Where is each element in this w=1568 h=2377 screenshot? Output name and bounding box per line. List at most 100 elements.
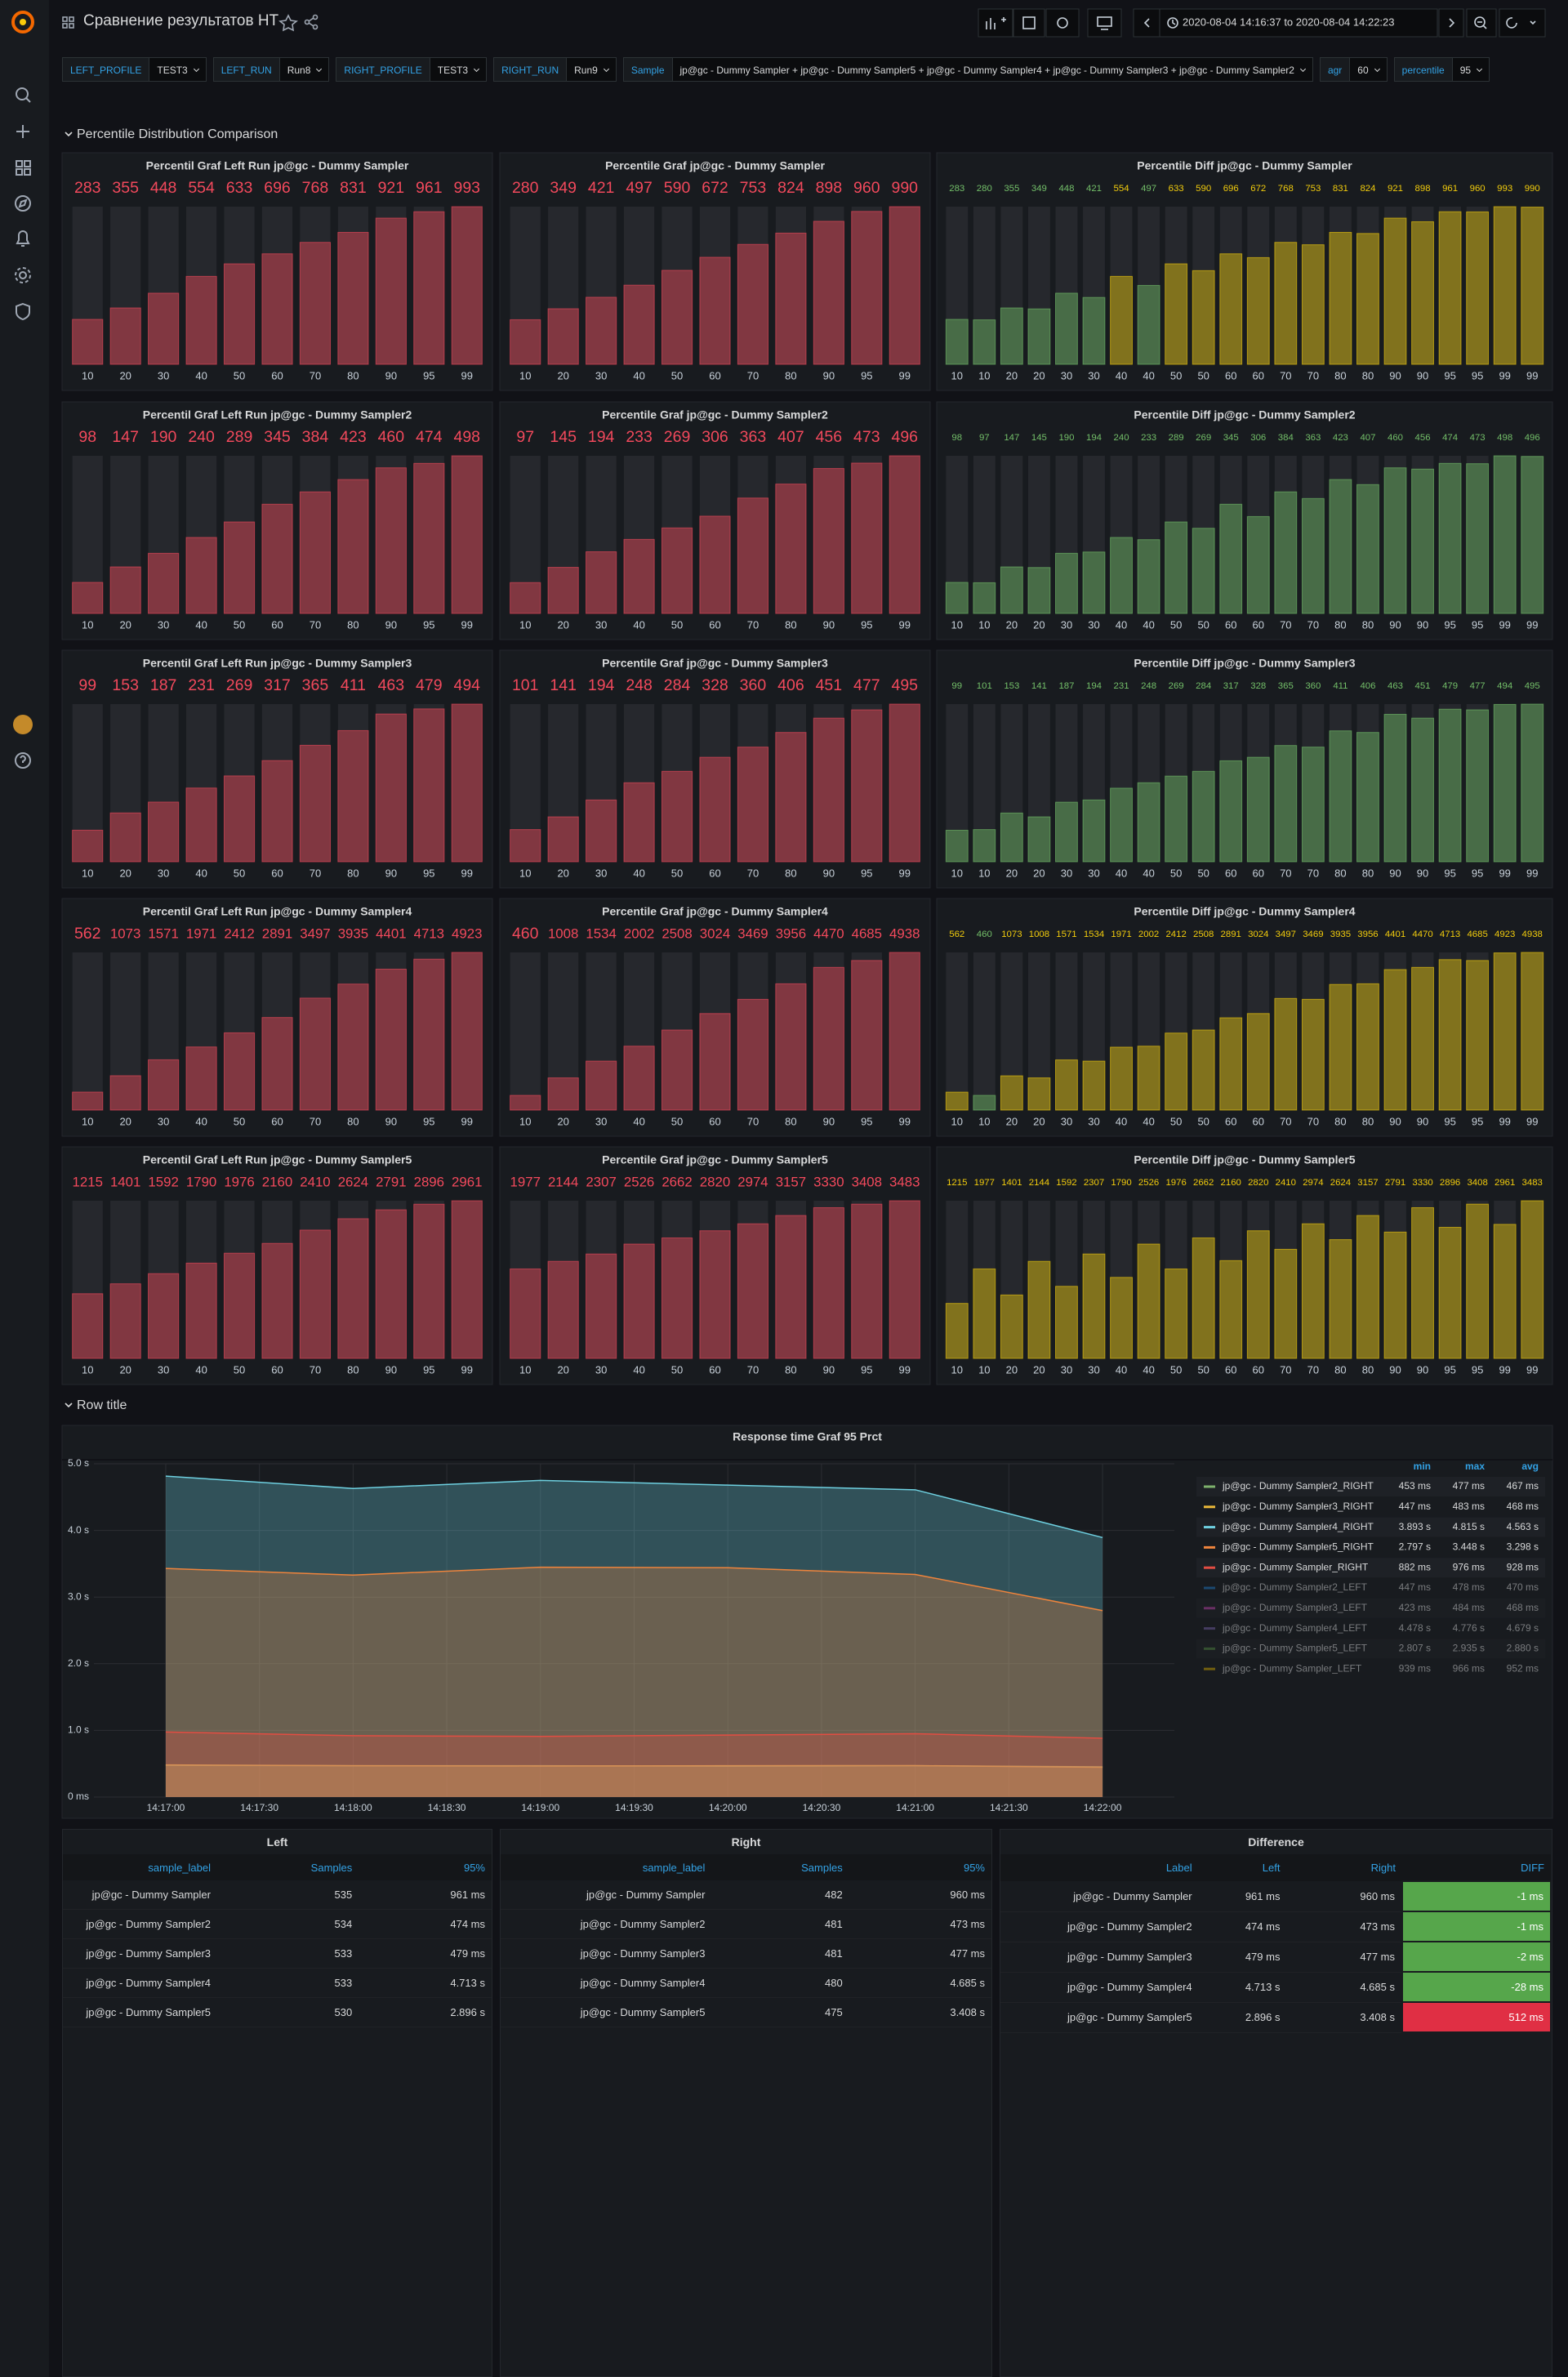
- time-back-button[interactable]: [1133, 8, 1160, 38]
- variable-value[interactable]: 95: [1452, 57, 1490, 82]
- search-icon[interactable]: [16, 87, 31, 103]
- legend-item[interactable]: jp@gc - Dummy Sampler5_LEFT 2.807 s 2.935 …: [1196, 1639, 1545, 1659]
- category-label: 95: [1472, 618, 1483, 631]
- category-label: 60: [1253, 867, 1264, 879]
- legend-item[interactable]: jp@gc - Dummy Sampler2_RIGHT 453 ms 477 ms…: [1196, 1477, 1545, 1496]
- bar: [973, 829, 996, 863]
- legend-item[interactable]: jp@gc - Dummy Sampler2_LEFT 447 ms 478 ms 4…: [1204, 1581, 1539, 1593]
- legend-item[interactable]: jp@gc - Dummy Sampler_LEFT 939 ms 966 ms 95…: [1204, 1662, 1539, 1674]
- time-picker[interactable]: [1159, 8, 1438, 38]
- bar-track: [1411, 704, 1434, 862]
- value-label: 280: [512, 179, 539, 197]
- config-icon[interactable]: [15, 267, 31, 283]
- time-range[interactable]: 2020-08-04 14:16:37 to 2020-08-04 14:22:…: [1183, 16, 1395, 28]
- column-header[interactable]: Label: [1000, 1854, 1199, 1881]
- value-label: 363: [740, 428, 767, 446]
- create-icon[interactable]: [16, 125, 29, 138]
- category-label: 60: [1253, 369, 1264, 381]
- column-header[interactable]: 95%: [849, 1854, 991, 1880]
- value-label: 993: [1497, 184, 1512, 194]
- legend-item[interactable]: jp@gc - Dummy Sampler_RIGHT 882 ms 976 ms 9…: [1196, 1558, 1545, 1578]
- bar: [1082, 297, 1106, 365]
- alerting-icon[interactable]: [16, 230, 30, 247]
- value-label: 187: [150, 676, 177, 694]
- category-label: 60: [709, 618, 720, 631]
- bar-track: [72, 952, 103, 1110]
- bar-track: [662, 207, 693, 364]
- value-label: 562: [74, 925, 101, 943]
- category-label: 50: [1197, 867, 1209, 879]
- bar-track: [813, 456, 844, 613]
- logo[interactable]: [11, 11, 34, 33]
- category-label: 30: [1088, 1115, 1099, 1127]
- bar: [1055, 292, 1078, 365]
- bar: [72, 829, 104, 863]
- legend-item[interactable]: jp@gc - Dummy Sampler3_LEFT 423 ms 484 ms 4…: [1196, 1598, 1545, 1618]
- row-title[interactable]: Row title: [77, 1398, 127, 1412]
- legend-item[interactable]: jp@gc - Dummy Sampler5_RIGHT 2.797 s 3.448…: [1204, 1541, 1539, 1553]
- bar: [945, 582, 969, 614]
- avatar[interactable]: [13, 715, 33, 734]
- bar-track: [510, 952, 541, 1110]
- value-label: 921: [378, 179, 405, 197]
- variable-value[interactable]: TEST3: [430, 57, 488, 82]
- table-cell: 4.685 s: [1286, 1972, 1402, 2003]
- bar: [1493, 206, 1517, 365]
- value-label: 3935: [1330, 930, 1351, 939]
- category-label: 80: [1334, 1115, 1346, 1127]
- category-label: 40: [1143, 369, 1154, 381]
- bar: [109, 566, 141, 614]
- value-label: 194: [588, 676, 615, 694]
- value-label: 306: [702, 428, 728, 446]
- save-button[interactable]: [1013, 8, 1045, 38]
- share-icon[interactable]: [304, 14, 318, 30]
- add-panel-button[interactable]: [978, 8, 1013, 38]
- settings-button[interactable]: [1045, 8, 1080, 38]
- column-header[interactable]: Right: [1286, 1854, 1402, 1881]
- column-header[interactable]: Samples: [217, 1854, 359, 1880]
- shield-icon[interactable]: [16, 302, 30, 321]
- bar-track: [1165, 207, 1187, 364]
- variable-value[interactable]: Run8: [279, 57, 330, 82]
- column-header[interactable]: Left: [1198, 1854, 1287, 1881]
- value-label: 4470: [813, 925, 844, 941]
- row-chevron[interactable]: [65, 1403, 73, 1408]
- value-label: 99: [951, 681, 962, 691]
- category-label: 90: [823, 1115, 835, 1127]
- variable-value[interactable]: Run9: [567, 57, 617, 82]
- bar: [699, 256, 731, 365]
- star-icon[interactable]: [278, 14, 298, 32]
- bar: [945, 1303, 969, 1359]
- column-header[interactable]: 95%: [359, 1854, 492, 1880]
- tv-mode-button[interactable]: [1087, 8, 1122, 38]
- bar-track: [1165, 456, 1187, 613]
- bar: [623, 538, 655, 614]
- legend-item[interactable]: jp@gc - Dummy Sampler4_LEFT 4.478 s 4.776 …: [1204, 1622, 1539, 1634]
- value-label: 406: [777, 676, 804, 694]
- column-header[interactable]: sample_label: [501, 1854, 712, 1880]
- column-header[interactable]: DIFF: [1402, 1854, 1551, 1881]
- time-forward-button[interactable]: [1438, 8, 1464, 38]
- dashboard-title[interactable]: Сравнение результатов НТ: [83, 12, 279, 29]
- bar-track: [662, 952, 693, 1110]
- row-title[interactable]: Percentile Distribution Comparison: [77, 127, 278, 141]
- zoom-out-button[interactable]: [1466, 8, 1497, 38]
- bar-track: [1027, 207, 1050, 364]
- bar-track: [1192, 1201, 1215, 1358]
- legend-item[interactable]: jp@gc - Dummy Sampler3_RIGHT 447 ms 483 ms…: [1204, 1501, 1539, 1512]
- explore-icon[interactable]: [15, 195, 31, 212]
- variable-value[interactable]: TEST3: [149, 57, 207, 82]
- row-chevron[interactable]: [65, 132, 73, 137]
- column-header[interactable]: sample_label: [63, 1854, 217, 1880]
- help-icon[interactable]: [15, 752, 31, 769]
- dashboards-icon[interactable]: [16, 160, 31, 176]
- variable-value[interactable]: jp@gc - Dummy Sampler + jp@gc - Dummy Sa…: [672, 57, 1313, 82]
- bar-track: [148, 1201, 179, 1358]
- bar-track: [813, 1201, 844, 1358]
- bar-track: [1110, 207, 1133, 364]
- value-label: 97: [516, 428, 534, 446]
- column-header[interactable]: Samples: [711, 1854, 849, 1880]
- bar-track: [775, 952, 806, 1110]
- variable-value[interactable]: 60: [1350, 57, 1388, 82]
- legend-item[interactable]: jp@gc - Dummy Sampler4_RIGHT 3.893 s 4.815…: [1196, 1517, 1545, 1537]
